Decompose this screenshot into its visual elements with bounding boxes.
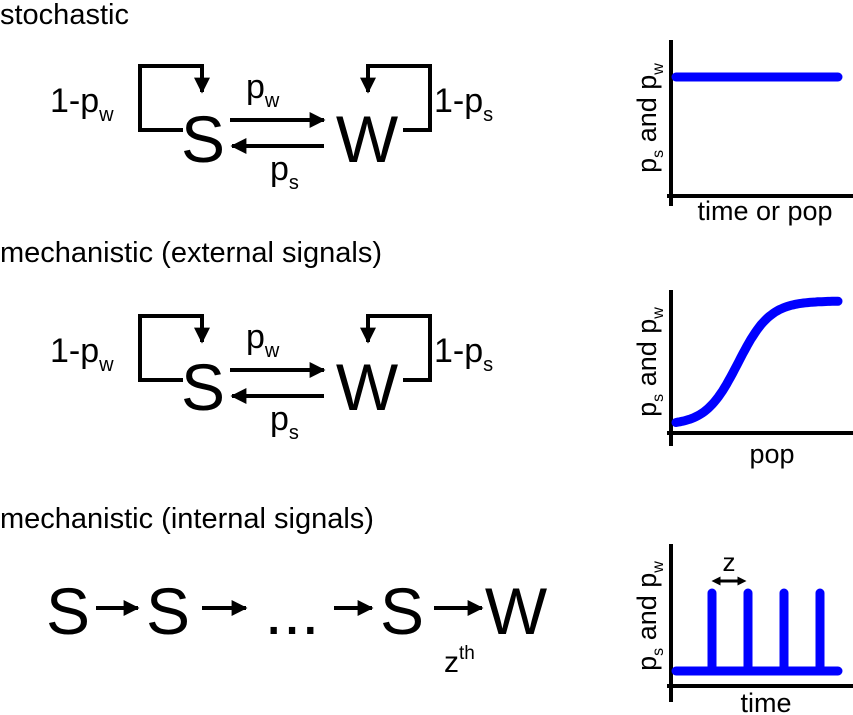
state-chain: S S ... S W zth [46, 574, 548, 679]
state-diagram: S W 1-pw 1-ps pw ps [50, 314, 493, 444]
state-s: S [181, 350, 225, 424]
forward-label: pw [246, 318, 280, 362]
forward-label: pw [246, 68, 280, 112]
chain-ellipsis: ... [264, 574, 319, 648]
state-diagram: S W 1-pw 1-ps pw ps [50, 64, 493, 194]
self-label-s: 1-pw [50, 82, 114, 126]
state-w: W [336, 102, 399, 176]
self-loop-w-arrow [360, 314, 432, 382]
interval-label: z [723, 547, 736, 577]
row-stochastic: stochastic S W 1-pw 1-ps pw ps time or p… [0, 0, 853, 226]
self-label-w: 1-ps [434, 82, 493, 126]
y-axis-label: ps and pw [632, 561, 667, 671]
plot-stochastic: time or pop ps and pw [632, 40, 853, 226]
x-axis-label: time [740, 688, 791, 715]
y-axis-label: ps and pw [632, 63, 667, 173]
plot-internal: z time ps and pw [632, 544, 853, 715]
row-title: mechanistic (internal signals) [0, 503, 374, 535]
back-label: ps [270, 400, 299, 444]
state-w: W [336, 350, 399, 424]
probability-curve [671, 296, 843, 427]
x-axis-label: pop [749, 439, 794, 469]
zth-label: zth [444, 643, 475, 679]
x-axis-label: time or pop [697, 196, 832, 226]
self-loop-s-arrow [138, 64, 210, 132]
row-title: stochastic [0, 0, 129, 31]
self-label-s: 1-pw [50, 332, 114, 376]
self-loop-s-arrow [138, 314, 210, 382]
row-mechanistic-external: mechanistic (external signals) S W 1-pw … [0, 237, 853, 469]
row-title: mechanistic (external signals) [0, 237, 382, 269]
back-label: ps [270, 150, 299, 194]
chain-state-1: S [46, 574, 90, 648]
self-label-w: 1-ps [434, 332, 493, 376]
plot-external: pop ps and pw [632, 290, 853, 469]
probability-curve [671, 588, 843, 676]
y-axis-label: ps and pw [632, 307, 667, 417]
state-s: S [181, 102, 225, 176]
chain-state-4: S [380, 574, 424, 648]
chain-state-2: S [146, 574, 190, 648]
chain-state-w: W [485, 574, 548, 648]
self-loop-w-arrow [360, 64, 432, 132]
row-mechanistic-internal: mechanistic (internal signals) S S ... S… [0, 503, 853, 715]
